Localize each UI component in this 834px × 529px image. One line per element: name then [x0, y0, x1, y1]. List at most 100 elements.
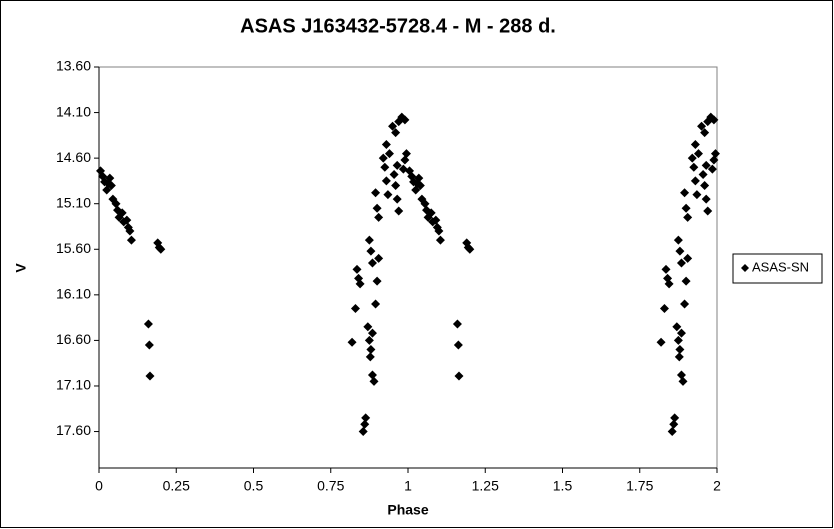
data-point [365, 352, 375, 362]
data-point [434, 226, 444, 236]
data-point [383, 190, 393, 200]
data-point [156, 244, 166, 254]
data-point [669, 419, 679, 429]
data-point [367, 258, 377, 268]
data-point [674, 352, 684, 362]
data-point [707, 164, 717, 174]
data-point [360, 419, 370, 429]
y-tick-label: 17.10 [56, 377, 91, 393]
data-point [454, 371, 464, 381]
x-tick-label: 0.5 [244, 478, 264, 494]
data-point [394, 206, 404, 216]
data-point [378, 153, 388, 163]
data-point [400, 155, 410, 165]
chart-title: ASAS J163432-5728.4 - M - 288 d. [240, 15, 556, 37]
data-point [367, 328, 377, 338]
data-point [392, 194, 402, 204]
y-tick-label: 15.10 [56, 194, 91, 210]
data-point [687, 153, 697, 163]
data-point [143, 319, 153, 329]
data-point [366, 345, 376, 355]
x-tick-label: 1.5 [553, 478, 573, 494]
data-point [364, 335, 374, 345]
data-point [681, 203, 691, 213]
y-axis-label: V [13, 263, 29, 273]
data-point [401, 149, 411, 159]
data-point [700, 128, 710, 138]
data-point [672, 322, 682, 332]
data-point [392, 160, 402, 170]
data-point [367, 370, 377, 380]
y-tick-label: 14.10 [56, 103, 91, 119]
x-tick-label: 2 [713, 478, 721, 494]
data-point [703, 206, 713, 216]
data-point [106, 180, 116, 190]
data-point [371, 299, 381, 309]
data-point [700, 180, 710, 190]
data-point [701, 160, 711, 170]
data-point [683, 212, 693, 222]
data-point [363, 322, 373, 332]
data-point [369, 376, 379, 386]
data-point [374, 212, 384, 222]
data-point [381, 139, 391, 149]
data-point [670, 413, 680, 423]
data-point [675, 246, 685, 256]
data-point [145, 371, 155, 381]
data-point [389, 170, 399, 180]
data-point [690, 139, 700, 149]
data-point [659, 304, 669, 314]
data-point [431, 215, 441, 225]
data-point [690, 176, 700, 186]
x-tick-label: 0 [95, 478, 103, 494]
data-point [384, 149, 394, 159]
y-tick-label: 15.60 [56, 240, 91, 256]
data-point [661, 264, 671, 274]
data-point [673, 335, 683, 345]
data-point [388, 121, 398, 131]
data-point [681, 276, 691, 286]
y-tick-label: 14.60 [56, 149, 91, 165]
data-point [426, 208, 436, 218]
data-point [372, 203, 382, 213]
y-tick-label: 13.60 [56, 58, 91, 74]
data-point [125, 226, 135, 236]
data-point [701, 194, 711, 204]
x-tick-label: 0.25 [163, 478, 190, 494]
data-point [105, 173, 115, 183]
data-point [675, 345, 685, 355]
data-point [374, 253, 384, 263]
data-point [709, 115, 719, 125]
y-tick-label: 17.60 [56, 422, 91, 438]
legend-marker [741, 264, 749, 272]
data-point [689, 162, 699, 172]
data-point [347, 337, 357, 347]
data-point [676, 258, 686, 268]
data-point [366, 246, 376, 256]
data-point [391, 180, 401, 190]
data-point [676, 370, 686, 380]
data-point [117, 208, 127, 218]
data-point [678, 376, 688, 386]
data-point [680, 299, 690, 309]
data-point [420, 199, 430, 209]
data-point [656, 337, 666, 347]
data-point [452, 319, 462, 329]
y-tick-label: 16.60 [56, 331, 91, 347]
data-point [676, 328, 686, 338]
legend-label: ASAS-SN [752, 259, 809, 274]
data-point [710, 149, 720, 159]
data-point [698, 170, 708, 180]
data-point [355, 279, 365, 289]
data-point [380, 162, 390, 172]
data-point [361, 413, 371, 423]
y-tick-label: 16.10 [56, 286, 91, 302]
data-point [122, 215, 132, 225]
data-point [667, 427, 677, 437]
data-point [364, 235, 374, 245]
data-point [400, 115, 410, 125]
data-point [673, 235, 683, 245]
data-point [391, 128, 401, 138]
data-point [697, 121, 707, 131]
